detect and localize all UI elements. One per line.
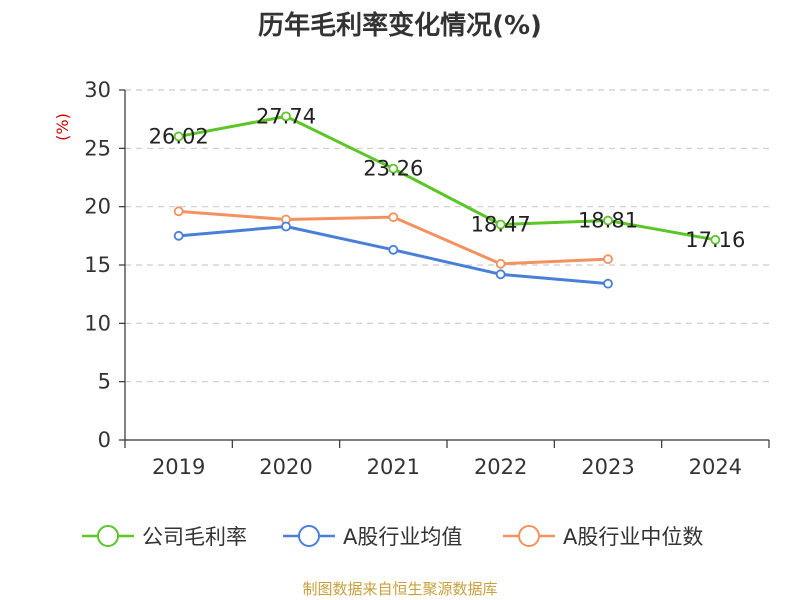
data-point	[495, 269, 506, 280]
x-tick-label: 2019	[152, 455, 205, 479]
data-point	[388, 244, 399, 255]
data-label: 26.02	[149, 124, 209, 148]
y-tick-label: 30	[84, 78, 111, 102]
data-point	[603, 278, 613, 289]
y-tick-label: 5	[98, 370, 111, 394]
y-tick-labels: 0 5 10 15 20 25 30	[84, 78, 111, 452]
data-label: 27.74	[256, 104, 316, 128]
x-tick-label: 2024	[689, 455, 742, 479]
x-tick-label: 2020	[259, 455, 312, 479]
y-tick-label: 20	[84, 195, 111, 219]
series-layer	[173, 111, 721, 289]
legend-label: A股行业均值	[343, 525, 462, 549]
data-point	[173, 230, 184, 241]
legend-marker	[97, 525, 119, 547]
legend: 公司毛利率 A股行业均值 A股行业中位数	[82, 525, 703, 549]
y-tick-label: 10	[84, 311, 111, 335]
data-label: 18.81	[578, 209, 638, 233]
data-point	[281, 111, 291, 122]
series-line	[178, 225, 609, 286]
data-label: 17.16	[685, 228, 745, 252]
x-tick-label: 2023	[581, 455, 634, 479]
data-point	[173, 206, 184, 217]
data-label: 23.26	[363, 157, 423, 181]
source-note: 制图数据来自恒生聚源数据库	[302, 580, 497, 598]
y-unit-label: (%)	[53, 113, 72, 141]
legend-label: 公司毛利率	[142, 525, 247, 549]
grid-lines	[125, 89, 769, 383]
data-point	[603, 254, 613, 265]
legend-marker	[298, 525, 320, 547]
data-point	[603, 215, 613, 226]
y-tick-label: 25	[84, 136, 111, 160]
data-labels: 26.02 27.74 23.26 18.47 18.81 17.16	[149, 104, 746, 251]
data-point	[388, 212, 399, 223]
x-tick-labels: 2019 2020 2021 2022 2023 2024	[152, 455, 742, 479]
data-point	[495, 219, 506, 230]
legend-marker	[518, 525, 540, 547]
data-point	[173, 131, 184, 142]
x-tick-label: 2022	[474, 455, 527, 479]
y-tick-label: 15	[84, 253, 111, 277]
series-line	[178, 114, 716, 242]
axes	[119, 89, 770, 448]
data-label: 18.47	[471, 213, 531, 237]
data-point	[388, 163, 399, 174]
legend-label: A股行业中位数	[563, 525, 703, 549]
x-tick-label: 2021	[367, 455, 420, 479]
data-point	[710, 234, 721, 245]
data-point	[281, 221, 291, 232]
chart-title: 历年毛利率变化情况(%)	[258, 10, 542, 41]
data-point	[495, 258, 506, 269]
y-tick-label: 0	[98, 428, 111, 452]
